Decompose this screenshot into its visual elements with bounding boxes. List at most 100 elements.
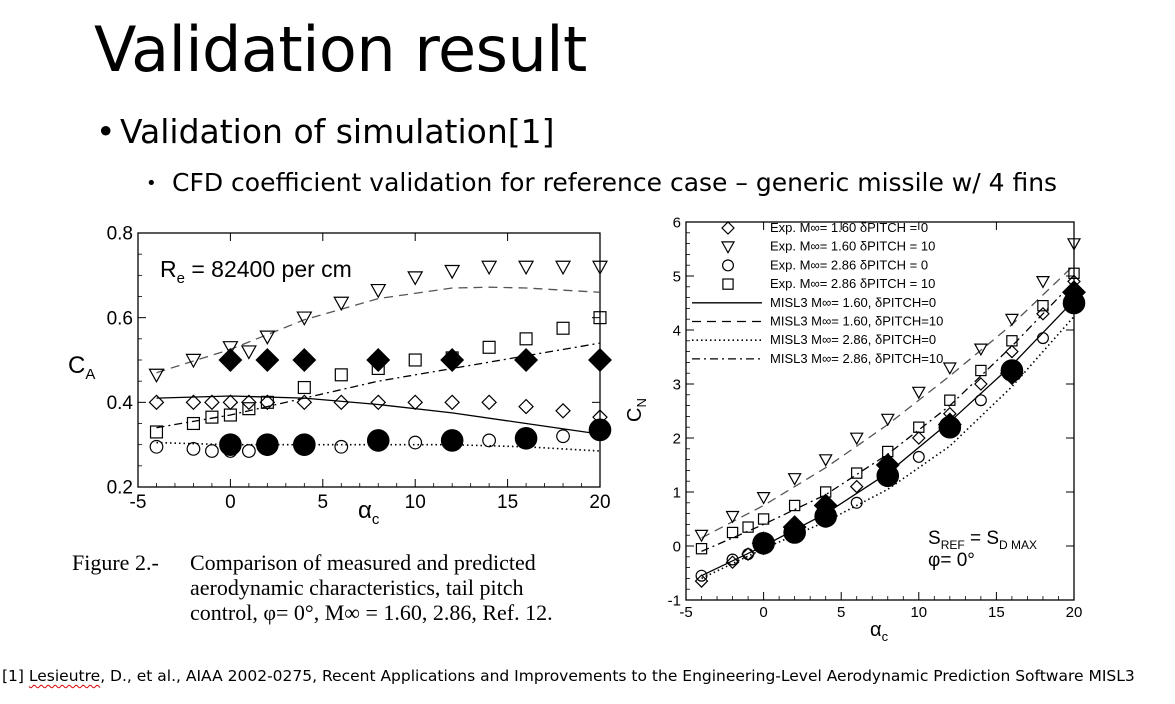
data-point-diamond-filled <box>218 348 243 372</box>
data-point-circle-open <box>241 444 256 458</box>
data-point-diamond-open <box>204 394 220 411</box>
data-point-diamond-open <box>407 394 424 411</box>
cn-chart-markers <box>694 238 1086 588</box>
series-line-dashdot <box>156 342 601 429</box>
caption-line-2: aerodynamic characteristics, tail pitch <box>190 575 524 600</box>
y-tick-label: 0.6 <box>107 308 133 329</box>
data-point-circle-filled <box>876 464 900 488</box>
data-point-diamond-open <box>148 394 165 411</box>
data-point-square-open <box>913 421 925 433</box>
cn-chart: -5 0 5 10 15 20 -1 0 1 2 3 4 5 6 Exp. M∞= 1.60 δPITCH… <box>624 214 1086 644</box>
legend-label: MISL3 M∞= 2.86, δPITCH=0 <box>770 332 936 347</box>
ca-chart-markers <box>148 260 612 458</box>
data-point-circle-open <box>186 441 201 456</box>
legend-label: Exp. M∞= 2.86 δPITCH = 0 <box>770 257 928 272</box>
x-tick-label: 5 <box>318 492 329 513</box>
data-point-square-open <box>742 521 754 533</box>
x-tick-label: 15 <box>497 492 518 513</box>
data-point-square-open <box>944 394 956 406</box>
footnote-prefix: [1] <box>2 667 29 685</box>
data-point-circle-open <box>695 569 708 582</box>
caption-line-1-text: Comparison of measured and predicted <box>190 550 536 575</box>
data-point-diamond-open <box>481 394 497 411</box>
data-point-triangle-down-open <box>942 362 957 376</box>
data-point-square-open <box>1068 267 1080 280</box>
data-point-diamond-open <box>911 431 926 445</box>
footnote-rest: , D., et al., AIAA 2002-0275, Recent App… <box>100 667 1135 685</box>
data-point-diamond-open <box>1036 306 1050 321</box>
data-point-triangle-down-open <box>370 283 387 299</box>
data-point-diamond-open <box>725 555 740 570</box>
data-point-circle-filled <box>440 429 464 452</box>
bullet-level-1: • Validation of simulation[1] <box>96 112 555 151</box>
data-point-square-open <box>223 408 237 422</box>
y-tick-label: 0.8 <box>107 224 133 245</box>
data-point-circle-open <box>334 439 349 454</box>
data-point-diamond-filled <box>366 348 391 372</box>
data-point-circle-filled <box>219 433 242 456</box>
data-point-circle-filled <box>814 505 837 528</box>
data-point-circle-filled <box>783 521 806 544</box>
data-point-circle-filled <box>366 429 390 452</box>
data-point-square-open <box>788 499 801 512</box>
bullet-level-1-text: Validation of simulation[1] <box>120 112 555 151</box>
data-point-circle-filled <box>256 433 279 456</box>
data-point-diamond-open <box>518 398 534 415</box>
y-tick-label: -1 <box>668 592 681 609</box>
data-point-triangle-down-open <box>756 492 771 505</box>
data-point-square-open <box>205 410 219 424</box>
legend-label: Exp. M∞= 1.60 δPITCH = 10 <box>770 239 935 254</box>
data-point-triangle-down-open <box>259 330 276 345</box>
x-tick-label: 10 <box>910 604 927 621</box>
y-tick-label: 3 <box>673 376 681 393</box>
data-point-circle-filled <box>752 532 775 555</box>
data-point-diamond-open <box>849 479 864 494</box>
data-point-square-open <box>851 467 863 479</box>
data-point-circle-open <box>1036 332 1049 345</box>
data-point-circle-open <box>482 433 497 448</box>
data-point-circle-open <box>205 444 219 458</box>
data-point-square-open <box>519 332 533 346</box>
data-point-circle-open <box>850 496 863 509</box>
x-tick-label: -5 <box>679 604 692 621</box>
data-point-triangle-down-open <box>725 510 740 524</box>
data-point-triangle-down-open <box>849 432 864 446</box>
x-tick-label: 0 <box>225 492 236 513</box>
ca-chart-annotation: Re = 82400 per cm <box>160 256 352 287</box>
chartN-plot-frame <box>685 221 1075 601</box>
data-point-triangle-down-open <box>973 343 988 357</box>
x-tick-label: 15 <box>988 604 1005 621</box>
data-point-square-open <box>260 395 274 409</box>
y-tick-label: 1 <box>673 484 681 501</box>
data-point-square-open <box>1006 335 1018 347</box>
data-point-diamond-open <box>241 394 257 411</box>
data-point-diamond-filled <box>588 348 612 372</box>
x-tick-label: -5 <box>130 492 147 513</box>
cn-xlabel: αc <box>870 619 889 644</box>
data-point-triangle-down-open <box>555 260 572 276</box>
data-point-square-open <box>556 321 570 335</box>
data-point-diamond-open <box>333 394 350 411</box>
legend-label: Exp. M∞= 2.86 δPITCH = 10 <box>770 276 935 291</box>
data-point-diamond-filled <box>514 348 539 372</box>
data-point-square-open <box>1037 299 1049 312</box>
data-point-triangle-down-open <box>880 413 895 427</box>
y-tick-label: 0.2 <box>107 478 133 499</box>
ca-xlabel: αc <box>358 497 380 528</box>
data-point-circle-filled <box>293 433 316 456</box>
data-point-square-open <box>975 364 987 377</box>
legend-label: MISL3 M∞= 1.60, δPITCH=10 <box>770 314 943 329</box>
legend-label: MISL3 M∞= 2.86, δPITCH=10 <box>770 351 943 366</box>
y-tick-label: 0.4 <box>107 393 134 414</box>
data-point-triangle-down-open <box>407 271 424 286</box>
data-point-triangle-down-open <box>185 353 202 369</box>
series-line-solid <box>156 395 601 435</box>
data-point-circle-open <box>408 435 423 450</box>
data-point-circle-filled <box>1062 291 1086 315</box>
data-point-diamond-filled <box>440 348 465 372</box>
data-point-triangle-down-open <box>333 296 350 312</box>
y-tick-label: 5 <box>673 268 681 285</box>
y-tick-label: 6 <box>673 214 681 231</box>
data-point-triangle-down-open <box>481 260 498 276</box>
data-point-square-open <box>757 513 770 525</box>
